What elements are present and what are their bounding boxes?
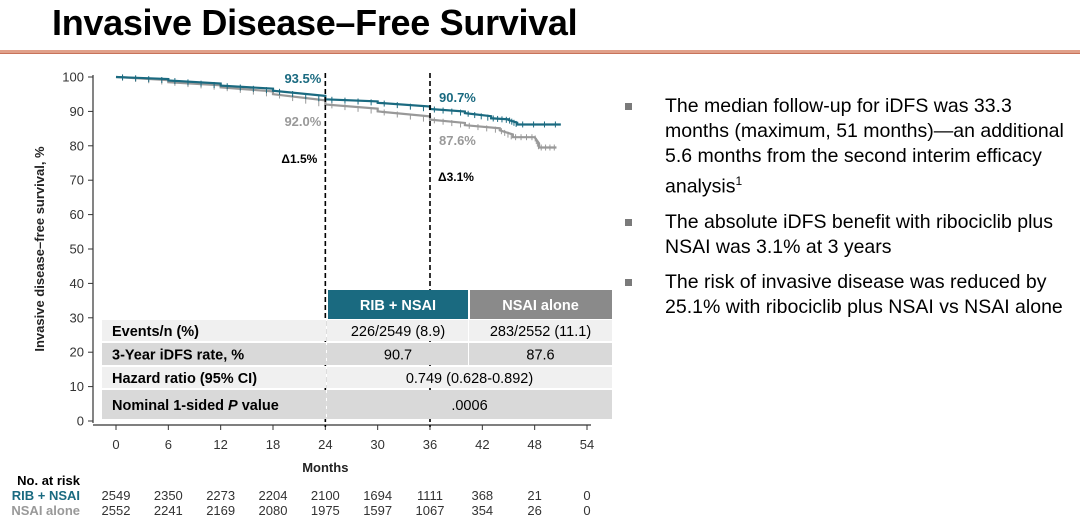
- y-tick-label: 10: [70, 379, 84, 394]
- table-cell-value: 0.749 (0.628-0.892): [406, 371, 533, 387]
- at-risk-value: 21: [527, 488, 541, 503]
- bullet-icon: [625, 278, 632, 286]
- km-curve-nsai-alone: [115, 75, 557, 149]
- x-tick-label: 30: [370, 437, 384, 452]
- annotation-nsai-24: 92.0%: [284, 114, 321, 129]
- km-chart: 0 10 20 30 40 50 60 70 80 90 100 0 6 12 18 24 30 36 42 48 54…: [11, 70, 612, 518]
- table-header-rib: [328, 290, 468, 319]
- at-risk-value: 368: [471, 488, 493, 503]
- y-tick-label: 90: [70, 104, 84, 119]
- at-risk-value: 26: [527, 503, 541, 518]
- at-risk-value: 1111: [417, 488, 443, 503]
- x-tick-label: 0: [112, 437, 119, 452]
- at-risk-value: 0: [583, 503, 590, 518]
- y-tick-label: 50: [70, 242, 84, 257]
- bullet-icon: [625, 103, 632, 110]
- bullet-list: The median follow-up for iDFS was 33.3 m…: [625, 94, 1075, 330]
- at-risk-value: 354: [471, 503, 493, 518]
- at-risk-value: 2350: [154, 488, 183, 503]
- table-header-rib-label: RIB + NSAI: [360, 298, 436, 314]
- x-tick-label: 12: [213, 437, 227, 452]
- at-risk-value: 2549: [102, 488, 131, 503]
- table-row-label-cell: [102, 367, 326, 388]
- annotation-nsai-36: 87.6%: [439, 133, 476, 148]
- at-risk-value: 1067: [416, 503, 445, 518]
- table-cell-value: 226/2549 (8.9): [351, 324, 445, 340]
- y-tick-label: 80: [70, 138, 84, 153]
- table-row-label-cell: [102, 390, 326, 419]
- table-cell-value: .0006: [451, 398, 487, 414]
- at-risk-value: 1597: [363, 503, 392, 518]
- x-axis-label: Months: [302, 460, 348, 475]
- at-risk-value: 1975: [311, 503, 340, 518]
- x-tick-label: 24: [318, 437, 332, 452]
- y-tick-label: 30: [70, 310, 84, 325]
- at-risk-value: 0: [583, 488, 590, 503]
- table-row-label: 3-Year iDFS rate, %: [112, 348, 244, 364]
- x-tick-label: 18: [266, 437, 280, 452]
- table-cell: [327, 390, 612, 419]
- annotation-delta-24: Δ1.5%: [281, 152, 317, 166]
- at-risk-value: 2080: [259, 503, 288, 518]
- table-row-label: Hazard ratio (95% CI): [112, 371, 257, 387]
- table-cell: [469, 320, 612, 341]
- table-header-nsai-label: NSAI alone: [502, 298, 579, 314]
- at-risk-value: 1694: [363, 488, 392, 503]
- title-divider: [0, 50, 1080, 54]
- bullet-item: The absolute iDFS benefit with ribocicli…: [625, 210, 1075, 260]
- bullet-item: The median follow-up for iDFS was 33.3 m…: [625, 94, 1075, 200]
- table-row-label: Nominal 1-sided P value: [112, 398, 279, 414]
- y-tick-label: 100: [62, 70, 84, 85]
- table-row-label-cell: [102, 343, 326, 365]
- y-tick-label: 20: [70, 345, 84, 360]
- at-risk-row-label: NSAI alone: [11, 503, 80, 518]
- at-risk-value: 2100: [311, 488, 340, 503]
- page-title: Invasive Disease–Free Survival: [52, 2, 578, 43]
- bullet-item: The risk of invasive disease was reduced…: [625, 270, 1075, 320]
- y-tick-label: 40: [70, 276, 84, 291]
- table-cell: [327, 343, 468, 365]
- table-header-nsai: [470, 290, 612, 319]
- x-tick-label: 6: [165, 437, 172, 452]
- table-cell: [327, 367, 612, 388]
- y-tick-label: 60: [70, 207, 84, 222]
- table-row-label: Events/n (%): [112, 324, 199, 340]
- table-cell-value: 87.6: [526, 348, 554, 364]
- x-tick-label: 54: [580, 437, 594, 452]
- at-risk-value: 2169: [206, 503, 235, 518]
- x-tick-label: 42: [475, 437, 489, 452]
- table-row-label-cell: [102, 320, 326, 341]
- x-tick-label: 48: [527, 437, 541, 452]
- y-axis-label: Invasive disease–free survival, %: [32, 146, 47, 352]
- annotation-delta-36: Δ3.1%: [438, 170, 474, 184]
- bullet-icon: [625, 218, 632, 226]
- table-cell: [327, 320, 468, 341]
- at-risk-value: 2241: [154, 503, 183, 518]
- annotation-rib-36: 90.7%: [439, 90, 476, 105]
- table-cell-value: 90.7: [384, 348, 412, 364]
- at-risk-value: 2204: [259, 488, 288, 503]
- y-tick-label: 70: [70, 173, 84, 188]
- x-tick-label: 36: [423, 437, 437, 452]
- at-risk-value: 2273: [206, 488, 235, 503]
- at-risk-row-label: RIB + NSAI: [12, 488, 80, 503]
- at-risk-title: No. at risk: [17, 473, 81, 488]
- table-cell-value: 283/2552 (11.1): [490, 324, 591, 340]
- annotation-rib-24: 93.5%: [284, 71, 321, 86]
- table-cell: [469, 343, 612, 365]
- y-tick-label: 0: [77, 414, 84, 429]
- at-risk-value: 2552: [102, 503, 131, 518]
- km-curve-rib-nsai: [115, 75, 561, 126]
